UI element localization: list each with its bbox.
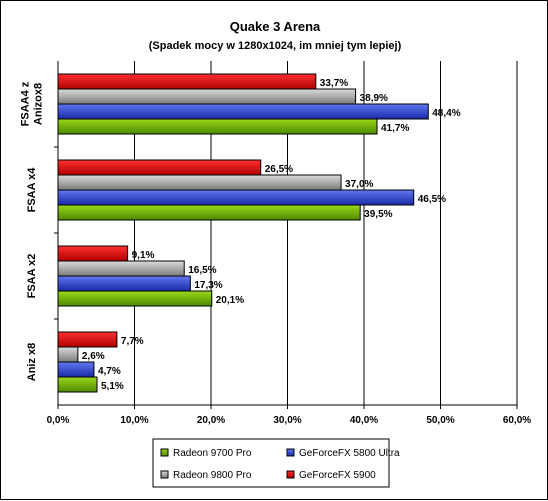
category-label-line: Aniz x8 <box>26 343 38 382</box>
bar <box>57 118 378 135</box>
x-tick-label: 30,0% <box>273 415 301 426</box>
data-label: 17,3% <box>194 280 222 291</box>
x-tick-label: 50,0% <box>426 415 454 426</box>
category-label-line: Anizox8 <box>33 83 45 125</box>
data-label: 37,0% <box>345 179 373 190</box>
bar <box>57 189 415 206</box>
chart-title: Quake 3 Arena <box>230 19 321 34</box>
bar <box>57 331 118 348</box>
legend-swatch <box>286 448 295 457</box>
legend-label: GeForceFX 5900 <box>299 470 376 481</box>
bar <box>57 260 185 277</box>
plot-area: 0,0% 10,0% 20,0% 30,0% 40,0% 50,0% 60,0% FSAA4 … <box>20 61 531 426</box>
bar <box>57 376 98 393</box>
bar <box>57 290 213 307</box>
data-label: 38,9% <box>360 93 388 104</box>
legend-label: Radeon 9800 Pro <box>173 470 252 481</box>
bar <box>57 73 317 90</box>
x-tick-label: 60,0% <box>503 415 531 426</box>
bar <box>57 174 342 191</box>
data-label: 16,5% <box>188 265 216 276</box>
data-label: 7,7% <box>121 336 144 347</box>
category-label-line: FSAA4 z <box>20 81 32 126</box>
data-label: 48,4% <box>432 108 460 119</box>
x-tick-label: 0,0% <box>47 415 70 426</box>
legend-label: Radeon 9700 Pro <box>173 448 252 459</box>
legend: Radeon 9700 Pro GeForceFX 5800 Ultra Radeo… <box>152 438 400 488</box>
x-tick-label: 20,0% <box>197 415 225 426</box>
category-label-line: FSAA x4 <box>26 167 38 213</box>
data-label: 41,7% <box>381 123 409 134</box>
bar <box>57 88 357 105</box>
data-label: 9,1% <box>132 250 155 261</box>
category-label: FSAA x2 <box>26 254 38 299</box>
chart-subtitle: (Spadek mocy w 1280x1024, im mniej tym l… <box>149 40 402 52</box>
category-label-line: FSAA x2 <box>26 254 38 299</box>
bar <box>57 159 262 176</box>
data-label: 39,5% <box>364 209 392 220</box>
legend-swatch <box>160 448 169 457</box>
bar <box>57 361 95 378</box>
category-label: Aniz x8 <box>26 343 38 382</box>
bar <box>57 204 361 221</box>
data-label: 26,5% <box>265 164 293 175</box>
bar <box>57 245 129 262</box>
data-label: 20,1% <box>216 295 244 306</box>
bar <box>57 103 429 120</box>
category-label: FSAA x4 <box>26 167 38 213</box>
x-tick-label: 10,0% <box>120 415 148 426</box>
data-label: 46,5% <box>418 194 446 205</box>
legend-swatch <box>286 470 295 479</box>
legend-box <box>152 438 390 488</box>
data-label: 5,1% <box>101 381 124 392</box>
legend-label: GeForceFX 5800 Ultra <box>299 448 400 459</box>
category-label: FSAA4 z Anizox8 <box>20 81 45 126</box>
data-label: 33,7% <box>320 78 348 89</box>
bar <box>57 346 79 363</box>
data-label: 4,7% <box>98 366 121 377</box>
data-label: 2,6% <box>82 351 105 362</box>
x-tick-label: 40,0% <box>350 415 378 426</box>
legend-swatch <box>160 470 169 479</box>
bar <box>57 275 191 292</box>
